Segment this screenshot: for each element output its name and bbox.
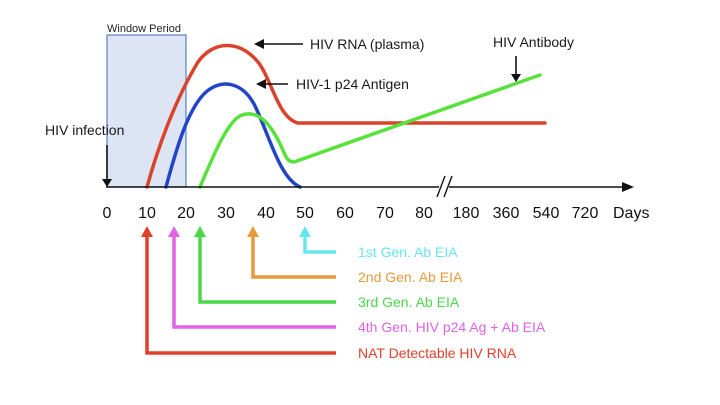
assay-connector-1st-gen [299,226,336,254]
tick-70: 70 [376,205,394,222]
antibody-label-arrowhead [511,74,521,82]
assay-label-4th-gen: 4th Gen. HIV p24 Ag + Ab EIA [358,319,546,335]
tick-20: 20 [177,205,195,222]
tick-180: 180 [453,205,480,222]
antibody-label: HIV Antibody [493,34,574,50]
antibody-curve [198,73,542,189]
assay-label-3rd-gen: 3rd Gen. Ab EIA [358,294,460,310]
hiv-infection-label: HIV infection [45,122,124,138]
assay-connector-nat [141,226,336,355]
assay-connector-3rd-gen [194,226,336,304]
tick-540: 540 [533,205,560,222]
tick-40: 40 [257,205,275,222]
p24-label-arrowhead [256,79,266,89]
assay-connector-2nd-gen [247,226,336,279]
rna-label: HIV RNA (plasma) [310,36,424,52]
tick-0: 0 [103,205,112,222]
axis-break-gap [439,178,449,196]
axis-break-mark-2 [443,175,453,198]
p24-label: HIV-1 p24 Antigen [296,76,409,92]
hiv-infection-arrowhead [102,179,112,187]
x-axis-arrowhead [622,182,634,192]
tick-360: 360 [493,205,520,222]
tick-10: 10 [138,205,156,222]
p24-curve [164,82,302,189]
axis-break-mark-1 [436,175,446,198]
rna-curve [145,43,547,189]
tick-720: 720 [572,205,599,222]
tick-60: 60 [336,205,354,222]
tick-30: 30 [217,205,235,222]
assay-label-1st-gen: 1st Gen. Ab EIA [358,244,458,260]
tick-50: 50 [296,205,314,222]
window-period-label: Window Period [107,23,181,35]
tick-80: 80 [415,205,433,222]
x-axis-ticks: 0 10 20 30 40 50 60 70 80 180 360 540 72… [103,205,650,222]
assay-label-nat: NAT Detectable HIV RNA [358,345,517,361]
assay-label-2nd-gen: 2nd Gen. Ab EIA [358,269,463,285]
axis-unit-label: Days [613,205,649,222]
assay-connector-4th-gen [168,226,336,329]
rna-label-arrowhead [254,39,264,49]
